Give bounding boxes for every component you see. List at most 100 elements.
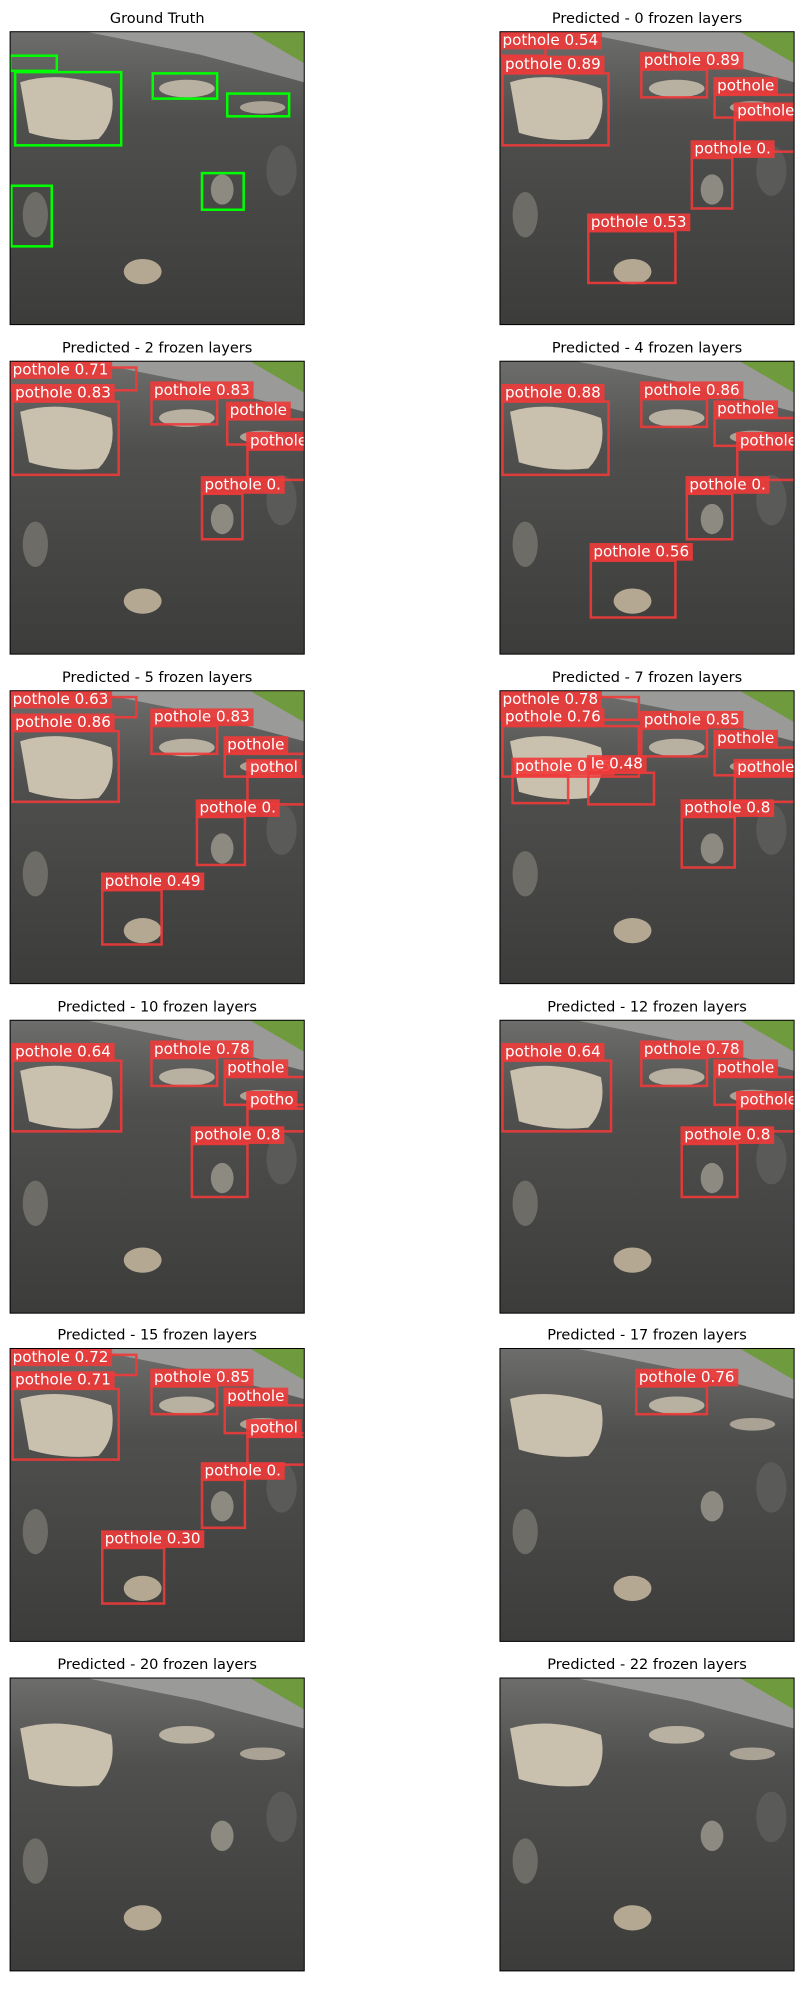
label-background	[640, 710, 744, 729]
box-label: pothole 0.54	[502, 31, 598, 49]
box-label: pothole 0.71	[15, 1371, 111, 1389]
panel-frame	[499, 31, 795, 326]
panel: pothole 0.76	[499, 1347, 795, 1642]
panel-title: Predicted - 12 frozen layers	[547, 999, 746, 1015]
label-background	[733, 758, 795, 777]
label-background	[246, 1090, 298, 1109]
box-label: pothole 0.83	[154, 708, 250, 726]
label-background	[11, 383, 115, 402]
label-background	[499, 690, 602, 709]
label-background	[223, 736, 289, 754]
label-background	[223, 1387, 289, 1406]
detections	[10, 54, 291, 248]
label-background	[501, 55, 605, 74]
panel	[499, 1677, 795, 1972]
road-photo	[10, 31, 305, 325]
panel-title: Predicted - 17 frozen layers	[547, 1328, 746, 1344]
box-label: pothol	[250, 1419, 298, 1437]
label-background	[150, 708, 254, 727]
label-background	[150, 1368, 254, 1387]
box-label: pothole 0.	[694, 140, 770, 158]
label-background	[225, 401, 291, 420]
label-background	[200, 1462, 285, 1480]
box-label: pothole 0.8	[684, 799, 770, 817]
label-background	[736, 1090, 795, 1109]
box-label: pothole	[737, 758, 794, 776]
panel-title: Ground Truth	[110, 11, 205, 27]
label-background	[101, 1530, 205, 1548]
label-background	[11, 1371, 115, 1389]
box-label: pothole 0.78	[154, 1040, 250, 1058]
panel-title: Predicted - 22 frozen layers	[547, 1657, 746, 1673]
box-label: pothole 0.64	[505, 1042, 601, 1060]
panel-frame	[499, 1019, 795, 1314]
panel-frame	[9, 360, 305, 655]
label-background	[733, 102, 795, 121]
ground-truth-box	[225, 92, 291, 118]
label-background	[499, 31, 602, 50]
box-label: pothole 0.83	[15, 383, 111, 401]
panel-frame	[499, 1677, 795, 1972]
label-background	[640, 51, 744, 70]
label-background	[640, 1040, 744, 1059]
panel	[9, 1677, 305, 1972]
label-background	[713, 1059, 779, 1078]
box-label: pothole 0.86	[15, 713, 111, 731]
panel-frame	[9, 1347, 305, 1642]
box-label: pothole	[717, 77, 774, 95]
panel-title: Predicted - 7 frozen layers	[552, 670, 742, 686]
box-label: pothole 0.78	[502, 690, 598, 708]
box-label: pothole 0.8	[194, 1126, 280, 1144]
box-label: pothole 0.78	[644, 1040, 740, 1058]
panel: pothole 0.88 pothole 0.86potholepotholepo…	[499, 360, 795, 655]
box-label: pothole 0.83	[154, 381, 250, 399]
box-label: pothole 0.89	[644, 51, 740, 69]
label-background	[101, 872, 205, 891]
panel-frame	[9, 1677, 305, 1972]
box-label: pothole 0.71	[13, 361, 109, 379]
label-background	[223, 1059, 289, 1078]
road-photo	[10, 1678, 305, 1971]
box-label: pothole 0.64	[15, 1042, 111, 1060]
panel: pothole 0.54 pothole 0.89 pothole 0.89 poth…	[499, 31, 795, 326]
box-label: pothole	[227, 1059, 284, 1077]
box-label: pothole 0.53	[591, 213, 687, 231]
label-background	[589, 543, 693, 561]
box-label: pothole	[717, 729, 774, 747]
panel-title: Predicted - 5 frozen layers	[62, 670, 252, 686]
label-background	[150, 381, 254, 400]
panel-frame	[499, 690, 795, 985]
panel-frame	[9, 690, 305, 985]
box-label: pothole 0.76	[639, 1368, 735, 1386]
box-label: pothole 0.72	[13, 1348, 109, 1366]
label-background	[11, 1042, 115, 1061]
label-background	[713, 77, 779, 95]
label-background	[736, 431, 795, 450]
label-background	[501, 383, 605, 402]
label-background	[713, 400, 779, 419]
label-background	[195, 799, 280, 817]
label-background	[501, 708, 605, 727]
box-label: pothole	[230, 401, 287, 419]
panel-title: Predicted - 0 frozen layers	[552, 11, 742, 27]
box-label: pothole 0.63	[13, 690, 109, 708]
box-label: pothole	[250, 431, 307, 449]
ground-truth-box	[10, 184, 54, 248]
ground-truth-box	[13, 70, 123, 147]
panel-frame	[9, 1019, 305, 1314]
box-label: pothole 0.8	[684, 1126, 770, 1144]
box-label: pothole 0.55	[515, 757, 611, 775]
label-background	[690, 140, 775, 158]
panel-title: Predicted - 20 frozen layers	[57, 1657, 256, 1673]
box-label: pothole	[740, 1090, 797, 1108]
detections: pothole 0.64 pothole 0.78potholepotholepo…	[501, 1040, 797, 1199]
box-label: pothole 0.	[689, 475, 765, 493]
label-background	[200, 476, 285, 494]
label-background	[246, 758, 302, 777]
label-background	[10, 690, 113, 709]
detections: pothole 0.76	[635, 1368, 739, 1416]
box-label: pothole	[717, 1059, 774, 1077]
